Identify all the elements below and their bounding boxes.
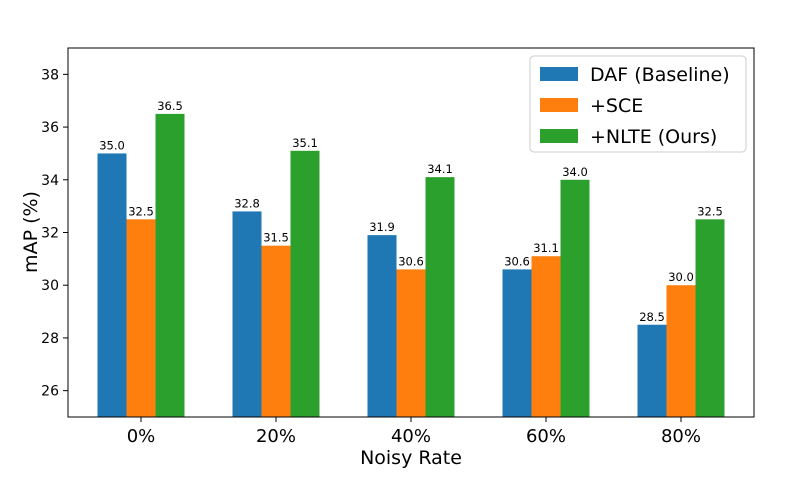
bar-0pct-series-2 <box>126 219 156 417</box>
legend-swatch <box>540 98 578 112</box>
y-tick-label: 34 <box>41 173 59 189</box>
bar-value-label: 30.0 <box>668 270 694 284</box>
bar-value-label: 31.9 <box>369 220 395 234</box>
bar-value-label: 36.5 <box>157 99 183 113</box>
x-axis-label: Noisy Rate <box>360 447 462 469</box>
bar-20pct-series-2 <box>261 245 291 417</box>
bar-value-label: 34.0 <box>562 165 588 179</box>
y-axis-ticks: 26 28 30 32 34 36 38 <box>41 67 68 400</box>
y-tick-label: 36 <box>41 120 59 136</box>
y-axis-label: mAP (%) <box>20 191 42 273</box>
bar-value-label: 30.6 <box>398 254 424 268</box>
legend-label: +NLTE (Ours) <box>590 126 717 148</box>
bar-20pct-series-3 <box>290 150 320 418</box>
bar-20pct-series-1 <box>232 211 262 417</box>
legend-swatch <box>540 67 578 81</box>
bar-80pct-series-1 <box>637 324 667 417</box>
bar-value-label: 34.1 <box>427 162 453 176</box>
bar-value-label: 35.0 <box>99 138 125 152</box>
bar-value-label: 30.6 <box>504 254 530 268</box>
x-tick-label: 40% <box>391 426 431 447</box>
bar-80pct-series-2 <box>666 285 696 417</box>
legend-label: +SCE <box>590 95 643 117</box>
y-tick-label: 32 <box>41 226 59 242</box>
x-axis-ticks: 0% 20% 40% 60% 80% <box>127 417 701 447</box>
bar-40pct-series-3 <box>425 177 455 417</box>
legend-swatch <box>540 129 578 143</box>
y-tick-label: 28 <box>41 331 59 347</box>
x-tick-label: 80% <box>661 426 701 447</box>
bar-value-label: 32.5 <box>128 204 154 218</box>
bars-layer <box>97 113 725 418</box>
bar-labels-layer: 35.032.831.930.628.532.531.530.631.130.0… <box>99 99 723 324</box>
bar-value-label: 32.5 <box>697 204 723 218</box>
bar-40pct-series-1 <box>367 235 397 417</box>
bar-value-label: 35.1 <box>292 136 318 150</box>
bar-80pct-series-3 <box>695 219 725 417</box>
bar-40pct-series-2 <box>396 269 426 417</box>
x-tick-label: 0% <box>127 426 156 447</box>
bar-60pct-series-1 <box>502 269 532 417</box>
legend-label: DAF (Baseline) <box>590 64 730 86</box>
x-tick-label: 60% <box>526 426 566 447</box>
bar-60pct-series-3 <box>560 179 590 417</box>
y-tick-label: 38 <box>41 67 59 83</box>
bar-60pct-series-2 <box>531 256 561 417</box>
legend: DAF (Baseline) +SCE +NLTE (Ours) <box>529 55 747 153</box>
bar-value-label: 31.1 <box>533 241 559 255</box>
bar-value-label: 28.5 <box>639 310 665 324</box>
bar-0pct-series-3 <box>155 113 185 418</box>
legend-frame <box>529 55 747 153</box>
bar-value-label: 31.5 <box>263 231 289 245</box>
y-tick-label: 26 <box>41 384 59 400</box>
bar-value-label: 32.8 <box>234 196 260 210</box>
y-tick-label: 30 <box>41 278 59 294</box>
x-tick-label: 20% <box>256 426 296 447</box>
bar-0pct-series-1 <box>97 153 127 417</box>
